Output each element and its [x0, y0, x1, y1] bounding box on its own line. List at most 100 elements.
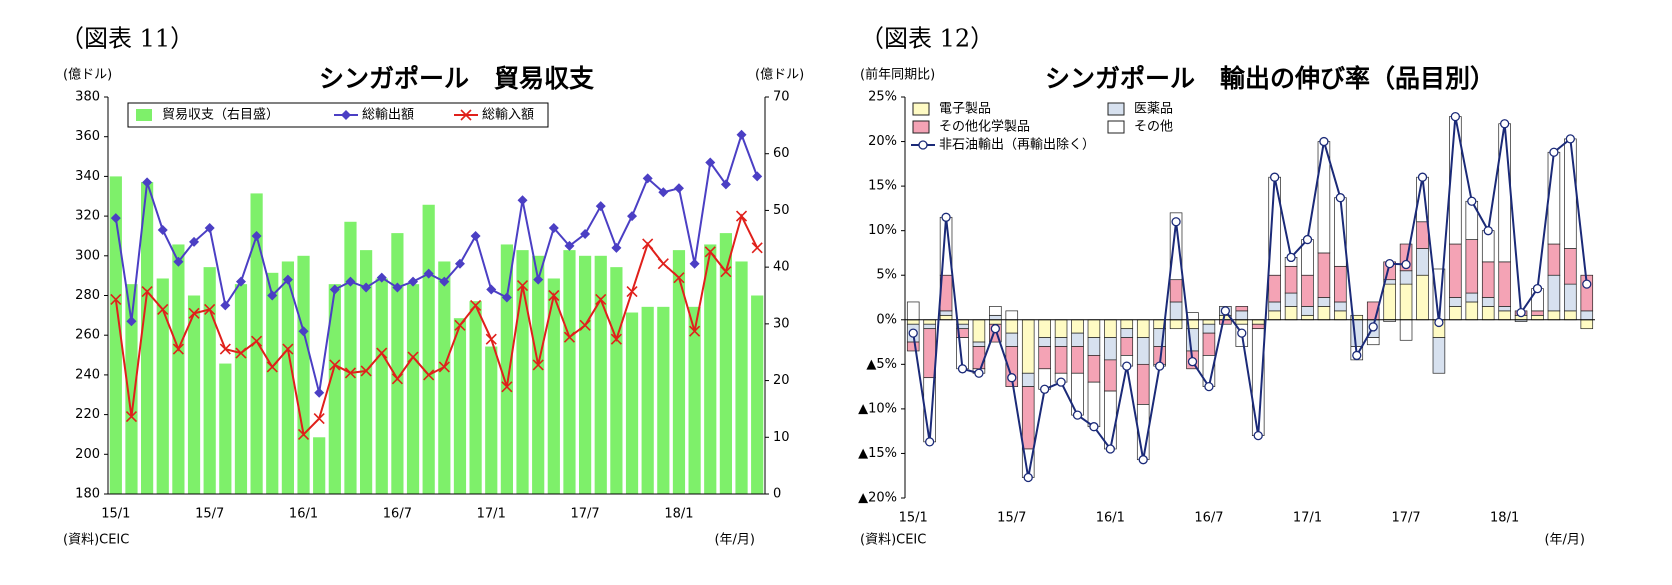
y-tick-label: 5%: [876, 268, 897, 283]
marker: [470, 299, 482, 311]
marker: [157, 303, 169, 315]
marker: [1302, 234, 1313, 245]
marker: [172, 343, 184, 355]
marker: [157, 224, 168, 235]
y-tick-label: 200: [75, 447, 100, 462]
x-axis-label: (年/月): [714, 533, 755, 548]
bar: [1104, 319, 1117, 338]
marker: [423, 369, 435, 381]
y-tick-label: 380: [75, 90, 100, 105]
bar: [1054, 337, 1068, 347]
marker: [454, 258, 465, 269]
bar: [1038, 346, 1051, 370]
marker: [658, 187, 669, 198]
bar: [1317, 297, 1331, 307]
marker: [752, 171, 763, 182]
bar: [751, 295, 764, 494]
marker: [580, 228, 591, 239]
marker: [924, 437, 935, 447]
bar: [1449, 306, 1462, 321]
marker: [470, 230, 481, 241]
bar: [1235, 310, 1249, 321]
marker: [532, 359, 544, 371]
bar: [547, 278, 560, 494]
x-axis-label: (年/月): [1544, 533, 1585, 548]
bar: [1399, 283, 1413, 321]
marker: [990, 324, 1001, 334]
bar: [1021, 319, 1035, 374]
marker: [438, 361, 450, 373]
legend-swatch: [136, 109, 152, 121]
marker: [439, 276, 450, 287]
bar: [1481, 261, 1495, 298]
y-tick-label: 300: [75, 248, 100, 263]
marker: [501, 292, 512, 303]
source: (資料)CEIC: [63, 533, 129, 548]
marker: [1220, 306, 1231, 316]
bar: [141, 182, 154, 495]
bar: [281, 261, 294, 494]
bar: [1005, 319, 1019, 334]
chart-title: シンガポール 貿易収支: [319, 64, 594, 93]
bar: [735, 261, 748, 494]
bar: [923, 323, 936, 330]
y-tick-label: 25%: [868, 90, 897, 105]
marker: [1319, 136, 1329, 147]
bar: [1547, 274, 1561, 312]
marker: [517, 195, 528, 206]
marker: [564, 240, 575, 251]
bar: [469, 301, 482, 494]
bar: [1334, 301, 1347, 312]
bar: [1465, 239, 1479, 294]
marker: [1187, 357, 1198, 367]
marker: [918, 140, 928, 150]
bar: [203, 267, 216, 494]
y-tick-label: 220: [75, 407, 100, 422]
marker: [204, 303, 216, 315]
bar: [1498, 261, 1511, 307]
y-tick-label: 15%: [868, 179, 897, 194]
bar: [1284, 265, 1298, 294]
bar: [1366, 337, 1380, 346]
y-tick-label: 320: [75, 209, 100, 224]
marker: [1237, 328, 1247, 338]
marker: [1384, 258, 1395, 269]
marker: [1499, 119, 1510, 129]
marker: [673, 183, 684, 194]
bar: [1564, 283, 1577, 312]
y-tick-label: 340: [75, 169, 100, 184]
marker: [360, 365, 372, 377]
bar: [1432, 337, 1446, 374]
bar: [1120, 319, 1134, 330]
bar: [1301, 306, 1314, 316]
marker: [751, 242, 763, 254]
bar: [422, 204, 435, 494]
bar: [1087, 337, 1101, 356]
bar: [1301, 274, 1314, 307]
marker: [657, 258, 669, 270]
bar: [1202, 319, 1216, 325]
bar: [1498, 310, 1511, 321]
marker: [460, 109, 472, 121]
bar: [1334, 310, 1347, 321]
marker: [1286, 252, 1296, 263]
marker: [297, 428, 310, 441]
marker: [188, 307, 200, 319]
bar: [923, 319, 936, 325]
bar: [1399, 243, 1413, 272]
figure-label: （図表 11）: [60, 25, 194, 53]
marker: [110, 293, 122, 306]
marker: [282, 343, 294, 355]
x-tick-label: 15/1: [101, 507, 130, 522]
bar: [906, 301, 920, 321]
bar: [1071, 346, 1084, 374]
marker: [341, 110, 351, 120]
marker: [705, 157, 716, 168]
bar: [594, 255, 607, 494]
bar: [1580, 310, 1594, 321]
y-axis-label: (億ドル): [63, 67, 112, 83]
marker: [298, 326, 309, 337]
bar: [1416, 274, 1429, 321]
y-tick-label: 180: [75, 487, 100, 502]
marker: [486, 284, 497, 295]
